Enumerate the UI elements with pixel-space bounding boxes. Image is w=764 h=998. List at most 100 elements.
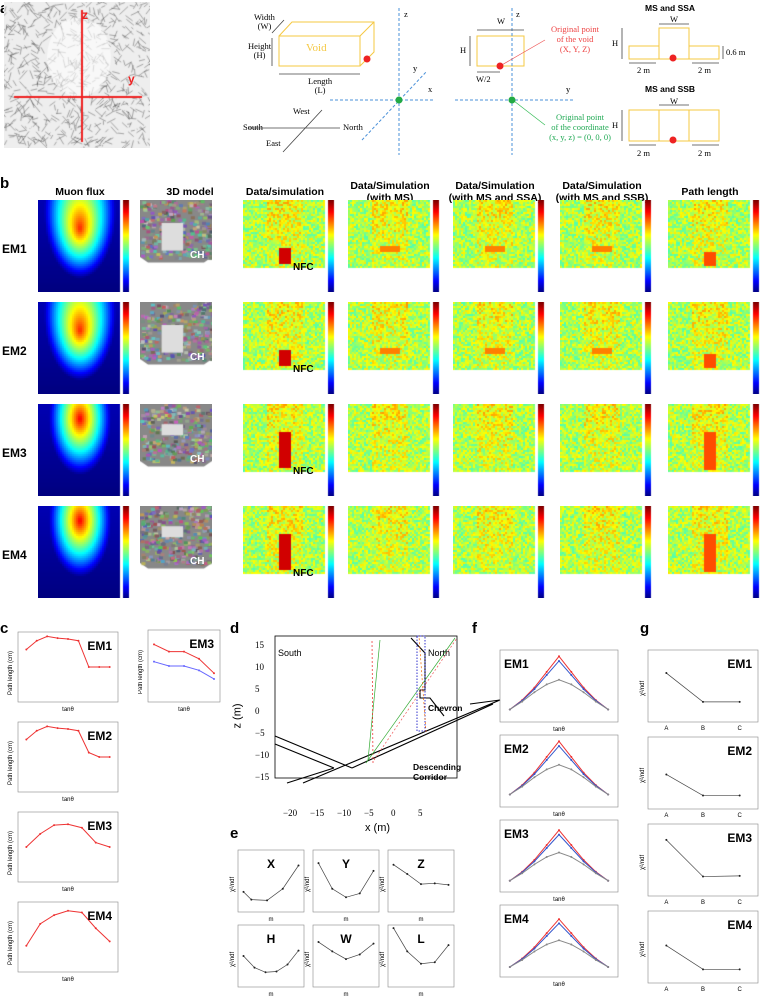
nfc-annotation: NFC [293, 568, 314, 579]
data-point [281, 887, 284, 890]
line-plot: EM3 tanθ [17, 811, 119, 893]
data-point [558, 939, 560, 942]
data-point [582, 860, 585, 863]
data-point [275, 970, 278, 973]
ssa-side-height: 0.6 m [726, 47, 746, 57]
row-label: EM3 [2, 446, 27, 460]
heatmap [348, 506, 440, 598]
data-point [420, 962, 422, 965]
data-point [521, 785, 524, 788]
x-axis-label: tanθ [62, 977, 74, 983]
3d-model-image [140, 404, 212, 496]
x-axis-label: tanθ [62, 797, 74, 803]
e-w-ylabel: χ²/ndf [305, 951, 311, 967]
data-point [582, 691, 585, 694]
heatmap [560, 302, 652, 394]
heatmap [560, 404, 652, 496]
series-line [666, 672, 740, 703]
plot-frame [647, 736, 759, 810]
e-l-ylabel: χ²/ndf [380, 951, 386, 967]
line-plot: Xm [237, 849, 305, 923]
series-line [509, 679, 609, 710]
data-point [87, 751, 90, 754]
line-plot: Zm [387, 849, 455, 923]
y-tick: −5 [255, 728, 265, 738]
line-plot: EM1 tanθ [499, 649, 619, 733]
data-point [570, 847, 573, 850]
data-point [533, 950, 536, 953]
data-point [545, 844, 548, 847]
c-em3-ylabel: Path length (cm) [8, 830, 14, 875]
data-point [153, 660, 155, 663]
line-plot: EM1 A B C [647, 649, 759, 732]
x-category: A [664, 813, 668, 819]
data-point [80, 911, 83, 914]
data-point [545, 674, 548, 677]
g-em2-ylabel: χ²/ndf [640, 767, 646, 783]
data-point [594, 872, 597, 875]
data-point [558, 740, 560, 743]
data-point [545, 670, 548, 673]
plot-title: EM3 [504, 827, 529, 841]
photo-y-label: y [128, 72, 135, 86]
plot-frame [647, 910, 759, 984]
d-xlabel: x (m) [365, 822, 391, 834]
data-point [98, 756, 101, 758]
width-label: Width (W) [254, 12, 275, 31]
data-point [35, 729, 38, 732]
g-em3-ylabel: χ²/ndf [640, 854, 646, 870]
data-point [558, 655, 560, 658]
compass-north: North [343, 122, 363, 132]
data-point [533, 688, 536, 691]
data-point [545, 755, 548, 758]
panel-label-b: b [0, 175, 10, 192]
plot-frame [312, 924, 380, 988]
data-point [558, 922, 560, 925]
data-point [297, 949, 300, 952]
plot-title: EM2 [727, 744, 752, 758]
data-point [570, 768, 573, 771]
data-point [607, 793, 610, 796]
c-em2-ylabel: Path length (cm) [8, 740, 14, 785]
x-category: B [701, 900, 705, 906]
ssb-title: MS and SSB [645, 84, 696, 94]
d-ylabel: z (m) [231, 703, 244, 729]
line-plot: EM1 tanθ [17, 631, 119, 713]
data-point [317, 862, 320, 865]
line-plot: EM3 A B C [647, 823, 759, 906]
data-point [56, 637, 59, 640]
c-em4-ylabel: Path length (cm) [8, 920, 14, 965]
series-line [509, 851, 609, 882]
nfc-annotation: NFC [293, 262, 314, 273]
data-point [607, 965, 610, 968]
panel-label-g: g [640, 620, 650, 637]
line-plot: EM4 A B C [647, 910, 759, 993]
plot-frame [237, 849, 305, 913]
data-point [558, 851, 560, 854]
plot-title: EM1 [727, 657, 752, 671]
line-plot: EM2 tanθ [499, 734, 619, 818]
data-point [521, 700, 524, 703]
column-header-text: Path length [681, 186, 739, 198]
data-point [67, 638, 69, 640]
x-tick: −20 [283, 808, 298, 818]
x-axis-label: tanθ [62, 707, 74, 713]
x-category: B [701, 987, 705, 993]
column-header: 3D model [135, 186, 245, 198]
plot-title: W [340, 932, 352, 946]
data-point [242, 955, 245, 957]
y-tick: 0 [255, 706, 260, 716]
data-point [545, 932, 548, 935]
series-line [243, 950, 299, 973]
plot-frame [647, 649, 759, 723]
data-point [558, 829, 560, 832]
data-point [508, 793, 511, 796]
data-point [545, 847, 548, 850]
data-point [183, 650, 185, 653]
data-point [570, 683, 573, 686]
data-point [108, 846, 111, 848]
data-point [25, 648, 28, 651]
photo-z-label: z [82, 8, 88, 22]
heatmap [38, 404, 130, 496]
column-header-text: 3D model [166, 186, 214, 198]
